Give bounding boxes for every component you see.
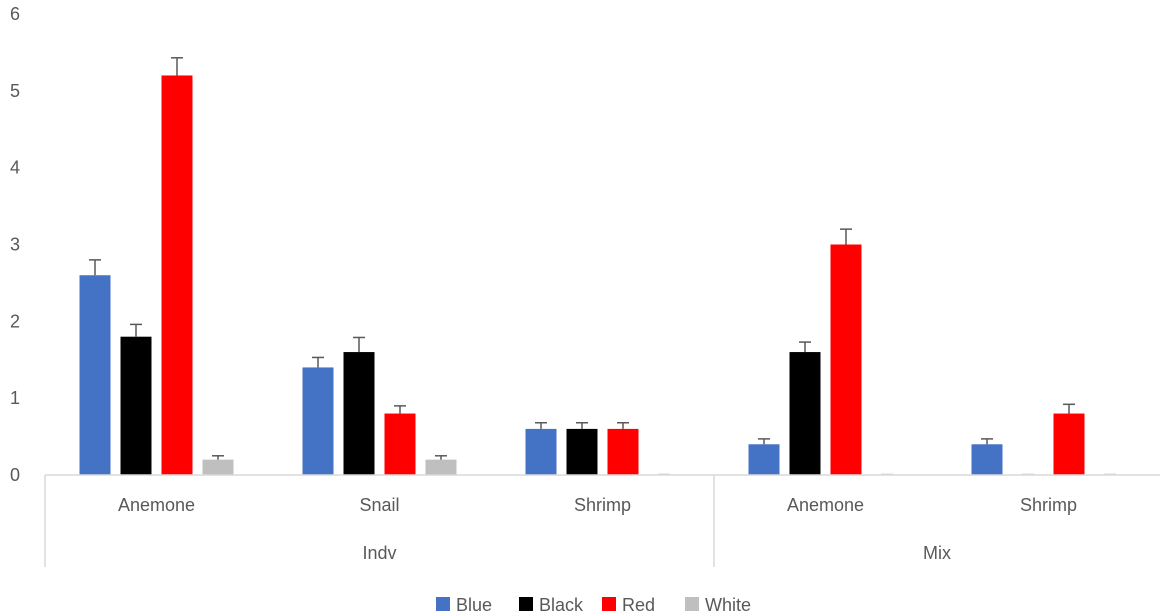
y-tick-label: 6	[10, 4, 20, 24]
x-category-label: Snail	[359, 495, 399, 515]
y-tick-label: 4	[10, 158, 20, 178]
x-category-label: Anemone	[118, 495, 195, 515]
bar-blue	[525, 428, 557, 475]
legend: Blue Black Red White	[436, 595, 751, 615]
y-tick-label: 0	[10, 465, 20, 485]
bar-red	[1053, 413, 1085, 475]
legend-swatch-black	[519, 597, 533, 611]
bar-red	[607, 428, 639, 475]
legend-label-white: White	[705, 595, 751, 615]
legend-swatch-red	[602, 597, 616, 611]
x-group-label: Indv	[362, 543, 396, 563]
bar-red	[161, 75, 193, 475]
legend-label-red: Red	[622, 595, 655, 615]
legend-label-black: Black	[539, 595, 584, 615]
bar-red	[384, 413, 416, 475]
bar-red	[830, 244, 862, 475]
bar-blue	[748, 444, 780, 475]
legend-label-blue: Blue	[456, 595, 492, 615]
x-category-label: Anemone	[787, 495, 864, 515]
legend-swatch-blue	[436, 597, 450, 611]
x-axis: Anemone Snail Shrimp Anemone Shrimp Indv Mix	[44, 474, 1160, 567]
bar-white	[425, 459, 457, 475]
legend-swatch-white	[685, 597, 699, 611]
y-tick-label: 2	[10, 311, 20, 331]
bar-black	[789, 352, 821, 475]
y-tick-label: 1	[10, 388, 20, 408]
bar-blue	[302, 367, 334, 475]
bar-black	[343, 352, 375, 475]
bar-blue	[971, 444, 1003, 475]
bar-black	[566, 428, 598, 475]
x-group-label: Mix	[923, 543, 951, 563]
y-tick-label: 5	[10, 81, 20, 101]
bars	[79, 57, 1116, 475]
y-axis: 0 1 2 3 4 5 6	[10, 4, 20, 485]
x-category-label: Shrimp	[1020, 495, 1077, 515]
y-tick-label: 3	[10, 235, 20, 255]
bar-white	[202, 459, 234, 475]
bar-blue	[79, 275, 111, 475]
bar-black	[120, 336, 152, 475]
x-category-label: Shrimp	[574, 495, 631, 515]
